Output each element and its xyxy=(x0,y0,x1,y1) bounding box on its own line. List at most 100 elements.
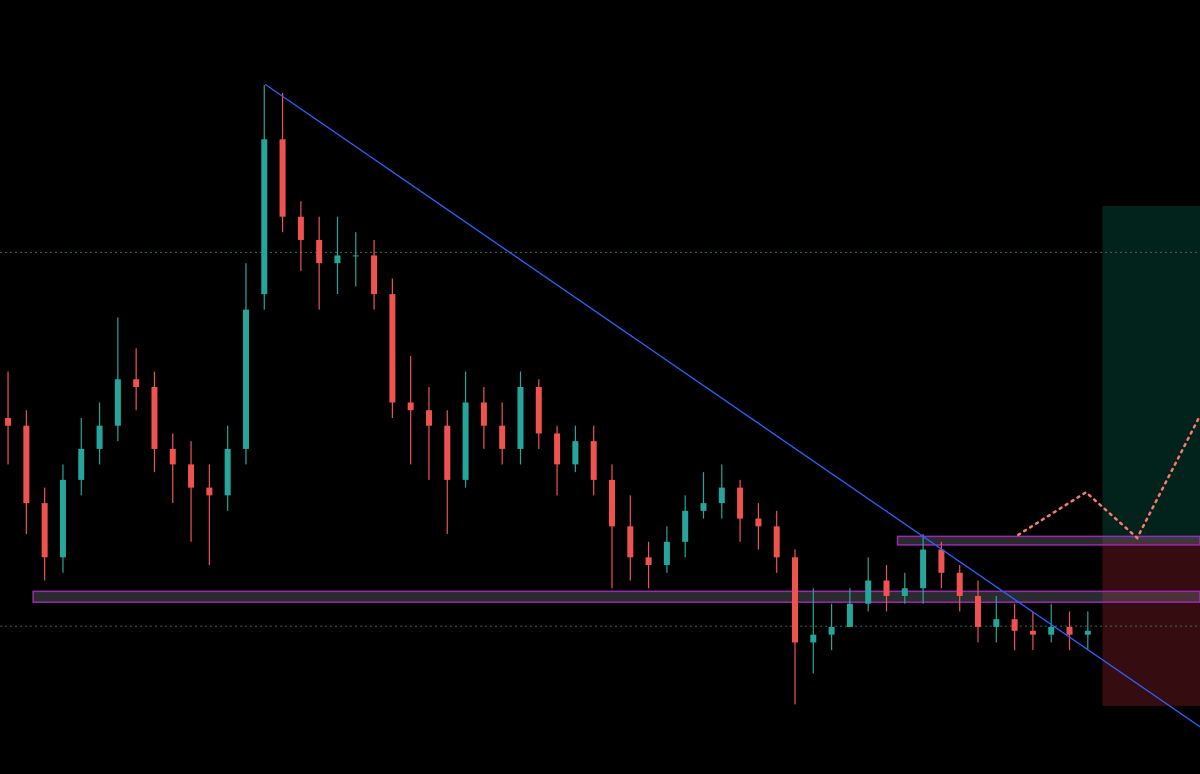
candle-body xyxy=(462,402,469,480)
candle-body xyxy=(700,503,707,511)
candle-body xyxy=(938,549,945,573)
candle-body xyxy=(920,549,927,589)
candle-body xyxy=(956,572,963,596)
candle-body xyxy=(517,387,524,449)
candle-body xyxy=(316,239,323,264)
candle xyxy=(480,387,487,449)
candle-body xyxy=(791,557,798,643)
candle xyxy=(371,239,378,310)
candle xyxy=(114,317,121,442)
candle-body xyxy=(389,294,396,403)
candle xyxy=(78,417,85,496)
candle-body xyxy=(407,402,414,411)
zone xyxy=(32,590,1200,603)
position-loss-zone xyxy=(1102,540,1200,706)
candle-body xyxy=(297,216,304,240)
candle xyxy=(1011,603,1018,651)
candle xyxy=(517,371,524,465)
candle-body xyxy=(1029,630,1036,635)
candle-body xyxy=(554,433,561,465)
trendline xyxy=(264,83,1200,728)
candle-body xyxy=(352,255,359,257)
candle xyxy=(810,588,817,674)
candle-body xyxy=(242,309,249,449)
projection-path xyxy=(1017,414,1200,540)
candle-body xyxy=(425,410,432,426)
candle xyxy=(901,572,908,604)
candle-body xyxy=(499,425,506,449)
candle xyxy=(242,263,249,465)
candle xyxy=(663,526,670,573)
candle xyxy=(554,425,561,496)
candle xyxy=(608,464,615,589)
candle-body xyxy=(444,425,451,480)
candle xyxy=(297,201,304,271)
candle-body xyxy=(975,595,982,627)
candle xyxy=(96,402,103,465)
candle-body xyxy=(572,441,579,465)
candle-body xyxy=(224,448,231,496)
candle xyxy=(169,433,176,504)
candle-body xyxy=(846,603,853,627)
candle xyxy=(316,216,323,310)
candle xyxy=(425,387,432,480)
candle xyxy=(920,534,927,604)
candle-body xyxy=(59,479,66,558)
candle-body xyxy=(645,557,652,566)
candle xyxy=(535,379,542,449)
candle-body xyxy=(5,417,12,426)
candle xyxy=(133,348,140,411)
candle xyxy=(1084,611,1091,651)
candle-body xyxy=(169,448,176,465)
candle-body xyxy=(718,487,725,504)
candle xyxy=(627,495,634,581)
candle-body xyxy=(1084,630,1091,635)
candle-body xyxy=(590,441,597,480)
candle xyxy=(883,565,890,612)
candle xyxy=(224,425,231,511)
candle xyxy=(462,371,469,488)
candle xyxy=(407,356,414,465)
candle-body xyxy=(480,402,487,426)
candle xyxy=(590,425,597,496)
candle-body xyxy=(810,634,817,643)
candle xyxy=(1066,611,1073,651)
candle xyxy=(682,495,689,558)
candle-body xyxy=(755,518,762,527)
candle-body xyxy=(1011,619,1018,631)
candle-body xyxy=(206,487,213,496)
candle xyxy=(572,425,579,473)
candle-body xyxy=(96,425,103,449)
zone xyxy=(896,535,1200,546)
candle xyxy=(188,441,195,542)
candle xyxy=(206,464,213,566)
candle-body xyxy=(279,139,286,217)
candle xyxy=(41,487,48,581)
candle-body xyxy=(1048,626,1055,635)
candle xyxy=(279,92,286,233)
candle xyxy=(1029,611,1036,651)
candle xyxy=(993,595,1000,643)
candle xyxy=(352,232,359,287)
candle xyxy=(5,371,12,465)
candle xyxy=(718,464,725,519)
candle xyxy=(1048,603,1055,643)
candle-body xyxy=(261,139,268,295)
candle xyxy=(261,85,268,310)
candle-body xyxy=(1066,626,1073,635)
candle-body xyxy=(901,588,908,596)
candle xyxy=(645,541,652,589)
candle-body xyxy=(334,255,341,264)
candle xyxy=(828,603,835,651)
candle xyxy=(791,549,798,705)
candle xyxy=(865,557,872,612)
candle-body xyxy=(535,387,542,434)
candle-body xyxy=(663,541,670,566)
candle xyxy=(59,464,66,573)
candle-body xyxy=(737,487,744,519)
candle xyxy=(23,410,30,535)
candle-body xyxy=(627,526,634,558)
candle-body xyxy=(682,510,689,542)
